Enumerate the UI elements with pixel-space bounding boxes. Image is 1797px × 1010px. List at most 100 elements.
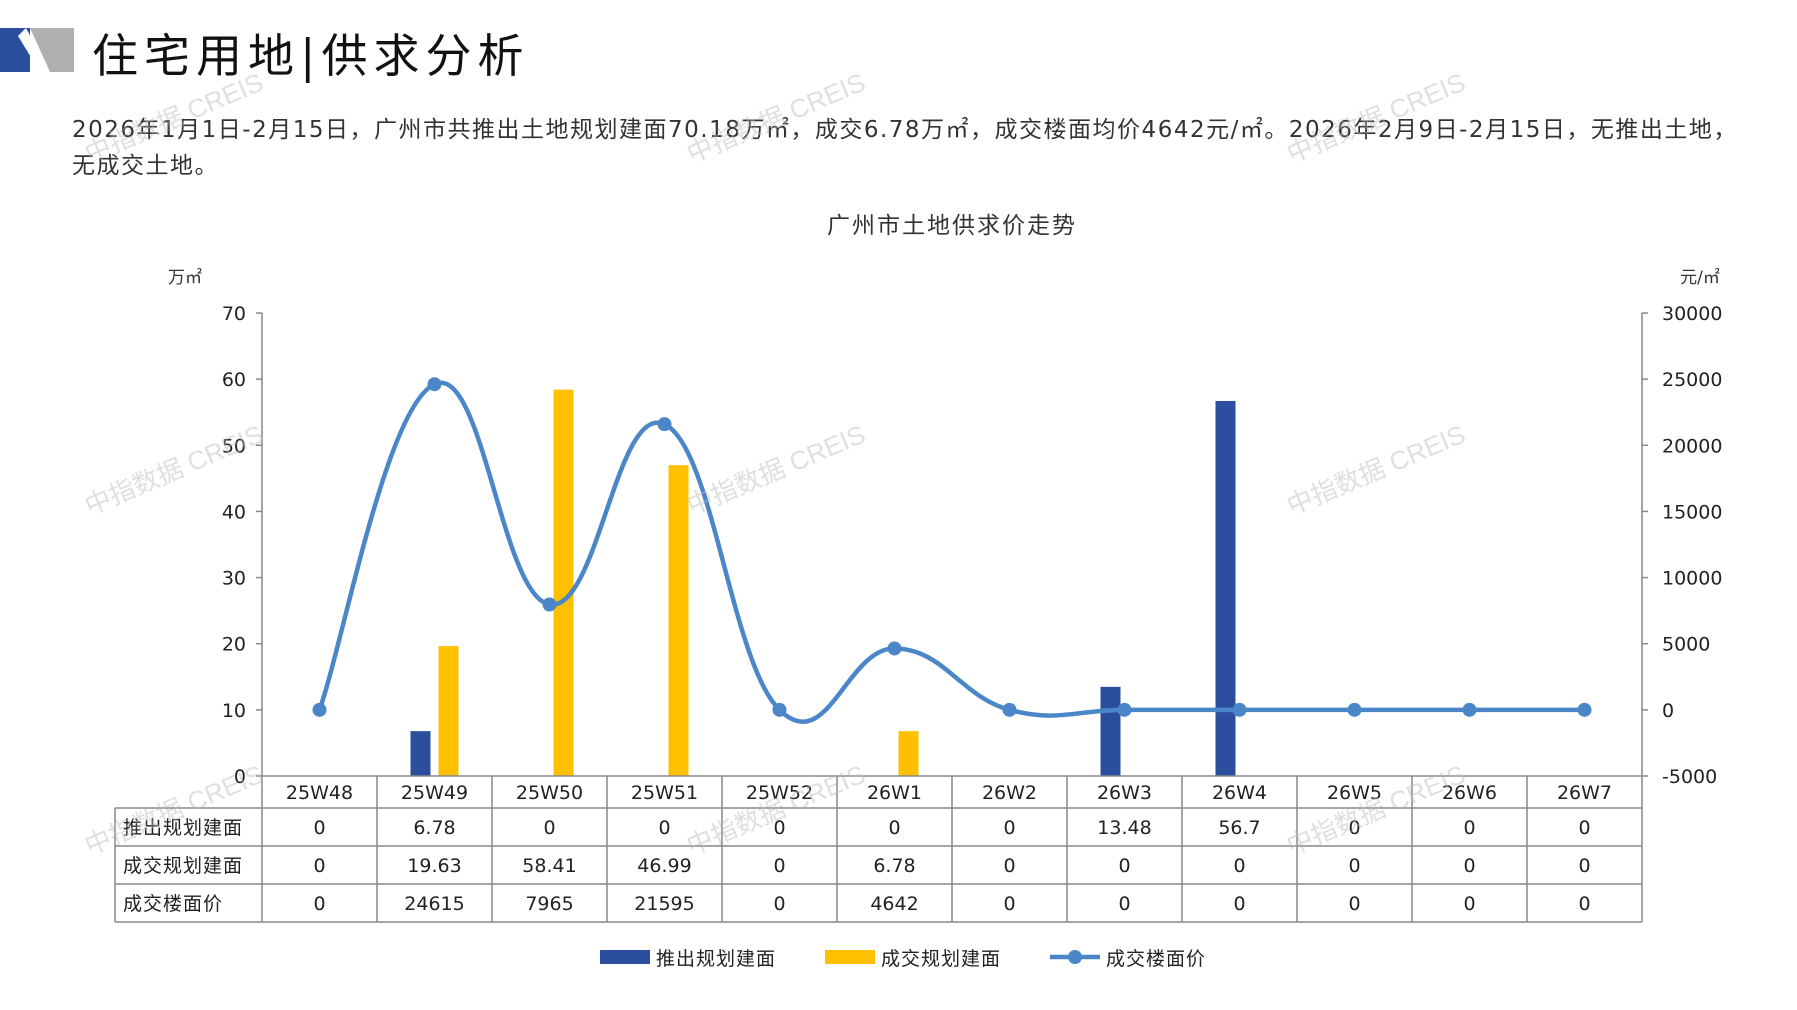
price-point xyxy=(1117,702,1132,717)
price-point xyxy=(427,377,442,392)
table-cell-value: 0 xyxy=(313,893,325,915)
y-left-tick-label: 70 xyxy=(222,303,246,325)
transaction-bar xyxy=(438,646,459,776)
table-cell-value: 0 xyxy=(1348,855,1360,877)
legend-label: 成交楼面价 xyxy=(1106,948,1206,970)
table-cell-value: 58.41 xyxy=(522,855,576,877)
legend-swatch xyxy=(825,950,875,964)
y-left-tick-label: 40 xyxy=(222,501,246,523)
table-cell-value: 0 xyxy=(1003,817,1015,839)
price-point xyxy=(1462,702,1477,717)
table-cell-value: 0 xyxy=(1118,855,1130,877)
category-label: 25W50 xyxy=(516,782,583,804)
y-right-tick-label: 15000 xyxy=(1662,501,1722,523)
legend-swatch xyxy=(600,950,650,964)
table-cell-value: 6.78 xyxy=(413,817,455,839)
legend-label: 推出规划建面 xyxy=(656,948,776,970)
table-cell-value: 0 xyxy=(1118,893,1130,915)
category-label: 26W2 xyxy=(982,782,1037,804)
y-right-tick-label: -5000 xyxy=(1662,766,1717,788)
price-point xyxy=(772,702,787,717)
supply-bar xyxy=(1215,400,1236,776)
category-label: 25W48 xyxy=(286,782,353,804)
y-right-unit-label: 元/㎡ xyxy=(1680,268,1720,288)
price-point xyxy=(1002,702,1017,717)
y-right-tick-label: 10000 xyxy=(1662,568,1722,590)
price-point xyxy=(1232,702,1247,717)
price-point xyxy=(1577,702,1592,717)
table-cell-value: 0 xyxy=(1463,817,1475,839)
table-cell-value: 0 xyxy=(1233,855,1245,877)
y-left-tick-label: 60 xyxy=(222,369,246,391)
table-cell-value: 0 xyxy=(773,855,785,877)
category-label: 25W51 xyxy=(631,782,698,804)
supply-bar xyxy=(410,731,431,776)
table-cell-value: 6.78 xyxy=(873,855,915,877)
legend-label: 成交规划建面 xyxy=(881,948,1001,970)
table-row-header: 成交规划建面 xyxy=(123,855,243,877)
category-label: 26W1 xyxy=(867,782,922,804)
table-cell-value: 24615 xyxy=(404,893,464,915)
table-cell-value: 0 xyxy=(1578,893,1590,915)
transaction-bar xyxy=(668,465,689,776)
table-cell-value: 0 xyxy=(1578,817,1590,839)
logo-white-notch xyxy=(18,28,50,72)
category-label: 26W5 xyxy=(1327,782,1382,804)
logo-gray-shape xyxy=(30,28,74,72)
table-cell-value: 0 xyxy=(543,817,555,839)
table-cell-value: 0 xyxy=(313,817,325,839)
transaction-bar xyxy=(553,389,574,776)
table-cell-value: 19.63 xyxy=(407,855,461,877)
y-right-tick-label: 0 xyxy=(1662,700,1674,722)
table-cell-value: 56.7 xyxy=(1218,817,1260,839)
table-cell-value: 0 xyxy=(888,817,900,839)
table-cell-value: 7965 xyxy=(525,893,573,915)
table-cell-value: 0 xyxy=(1578,855,1590,877)
price-line xyxy=(317,380,1585,724)
category-label: 25W52 xyxy=(746,782,813,804)
supply-bar xyxy=(1100,686,1121,776)
category-label: 26W3 xyxy=(1097,782,1152,804)
price-point xyxy=(542,597,557,612)
category-label: 26W4 xyxy=(1212,782,1267,804)
y-right-tick-label: 30000 xyxy=(1662,303,1722,325)
table-cell-value: 0 xyxy=(773,893,785,915)
price-point xyxy=(1347,702,1362,717)
table-cell-value: 0 xyxy=(658,817,670,839)
table-row-header: 推出规划建面 xyxy=(123,817,243,839)
table-cell-value: 0 xyxy=(1463,893,1475,915)
table-cell-value: 13.48 xyxy=(1097,817,1151,839)
category-label: 26W7 xyxy=(1557,782,1612,804)
table-cell-value: 0 xyxy=(1348,817,1360,839)
transaction-bar xyxy=(898,731,919,776)
y-left-tick-label: 30 xyxy=(222,568,246,590)
brand-logo xyxy=(0,28,74,72)
category-label: 26W6 xyxy=(1442,782,1497,804)
table-cell-value: 0 xyxy=(1003,893,1015,915)
chart-title: 广州市土地供求价走势 xyxy=(827,213,1077,239)
table-cell-value: 0 xyxy=(1348,893,1360,915)
table-cell-value: 21595 xyxy=(634,893,694,915)
y-left-tick-label: 10 xyxy=(222,700,246,722)
table-cell-value: 0 xyxy=(1233,893,1245,915)
y-right-tick-label: 5000 xyxy=(1662,634,1710,656)
summary-text: 2026年1月1日-2月15日，广州市共推出土地规划建面70.18万㎡，成交6.… xyxy=(72,117,1738,179)
y-right-tick-label: 20000 xyxy=(1662,435,1722,457)
y-right-tick-label: 25000 xyxy=(1662,369,1722,391)
table-cell-value: 4642 xyxy=(870,893,918,915)
price-point xyxy=(887,641,902,656)
price-point xyxy=(657,417,672,432)
table-row-header: 成交楼面价 xyxy=(123,893,223,915)
category-label: 25W49 xyxy=(401,782,468,804)
y-left-tick-label: 0 xyxy=(234,766,246,788)
table-cell-value: 0 xyxy=(313,855,325,877)
table-cell-value: 46.99 xyxy=(637,855,691,877)
table-cell-value: 0 xyxy=(773,817,785,839)
price-point xyxy=(312,702,327,717)
table-cell-value: 0 xyxy=(1463,855,1475,877)
y-left-tick-label: 50 xyxy=(222,435,246,457)
legend-swatch-point xyxy=(1068,950,1082,964)
y-left-tick-label: 20 xyxy=(222,634,246,656)
table-cell-value: 0 xyxy=(1003,855,1015,877)
